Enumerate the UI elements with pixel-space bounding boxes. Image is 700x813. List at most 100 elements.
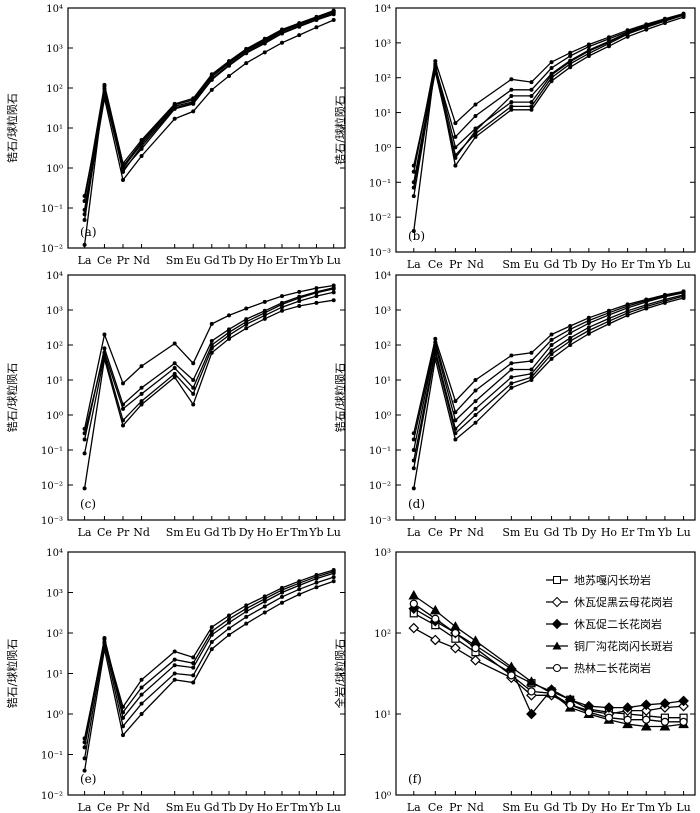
data-point	[681, 294, 686, 299]
x-tick-label: Gd	[204, 526, 220, 539]
data-point	[473, 420, 478, 425]
data-point	[509, 375, 514, 380]
data-point	[606, 310, 611, 315]
y-tick-label: 10⁰	[374, 411, 391, 422]
data-point	[411, 448, 416, 452]
data-point	[529, 87, 534, 92]
y-axis-label: 锆石/球粒陨石	[5, 639, 19, 709]
y-tick-label: 10³	[374, 548, 391, 559]
data-point	[121, 710, 125, 715]
y-tick-label: 10³	[46, 306, 63, 317]
series-line-3	[83, 10, 334, 210]
data-point	[121, 724, 125, 729]
x-tick-label: Nd	[467, 526, 484, 539]
data-point	[473, 399, 478, 404]
data-point	[660, 717, 670, 726]
x-tick-label: Lu	[676, 258, 690, 271]
data-point	[280, 294, 284, 299]
data-point	[568, 50, 573, 55]
x-tick-label: Tm	[637, 526, 655, 539]
data-point	[411, 194, 416, 199]
legend-label: 热林二长花岗岩	[574, 661, 651, 675]
x-tick-label: Nd	[133, 801, 150, 813]
data-point	[297, 299, 302, 304]
chart-panel-5: 10⁻² 10⁻¹ 10⁰ 10¹ 10² 10³ 10⁴ La Ce Pr Nd Sm Eu Gd Tb D…	[5, 548, 346, 813]
panel-label: (f)	[408, 772, 422, 786]
x-tick-label: Dy	[239, 801, 255, 813]
y-tick-label: 10⁻²	[41, 481, 63, 492]
x-tick-label: Eu	[186, 254, 201, 267]
data-point	[172, 671, 177, 676]
data-point	[280, 588, 284, 593]
series-line-6	[413, 295, 684, 469]
x-tick-label: Yb	[308, 801, 323, 813]
data-point	[139, 138, 144, 143]
data-point	[227, 336, 231, 341]
data-point	[314, 286, 319, 291]
data-point	[622, 702, 633, 713]
data-point	[297, 581, 302, 586]
x-tick-label: Pr	[117, 526, 130, 539]
data-point	[191, 680, 196, 685]
data-point	[262, 604, 267, 609]
data-point	[172, 106, 177, 111]
y-axis-label: 全岩/球粒陨石	[333, 639, 347, 709]
data-point	[509, 361, 514, 366]
y-tick-label: 10¹	[374, 109, 391, 120]
data-point	[244, 46, 249, 51]
legend-marker	[551, 618, 563, 630]
x-tick-label: Sm	[502, 526, 521, 539]
data-point	[640, 705, 652, 716]
plot-frame	[67, 274, 346, 521]
data-point	[678, 695, 689, 707]
y-tick-label: 10⁻³	[41, 516, 63, 527]
data-point	[139, 391, 144, 396]
data-point	[121, 381, 125, 386]
data-point	[227, 327, 231, 332]
series-line-4	[413, 12, 684, 172]
series-line-3	[83, 572, 334, 748]
data-point	[102, 92, 107, 97]
data-point	[625, 30, 630, 35]
y-tick-label: 10⁴	[46, 4, 63, 15]
series-line-3	[413, 292, 684, 451]
x-tick-label: Pr	[449, 526, 462, 539]
data-point	[191, 665, 196, 670]
data-point	[433, 69, 438, 74]
data-point	[473, 413, 478, 417]
x-tick-label: Ho	[601, 526, 618, 539]
data-point	[681, 12, 686, 17]
y-tick-label: 10⁻²	[369, 481, 391, 492]
data-point	[331, 8, 336, 13]
series-line-1	[83, 580, 334, 771]
data-point	[586, 318, 591, 323]
x-tick-label: La	[78, 254, 92, 267]
x-tick-label: Gd	[204, 254, 220, 267]
data-point	[509, 353, 514, 358]
x-tick-label: Yb	[657, 258, 672, 271]
x-tick-label: Nd	[467, 801, 484, 813]
data-point	[473, 134, 478, 139]
series-line-5	[413, 13, 684, 166]
data-point	[586, 325, 591, 330]
data-point	[139, 153, 144, 158]
data-point	[433, 65, 438, 70]
data-point	[453, 121, 458, 126]
data-point	[82, 218, 87, 223]
data-point	[509, 107, 514, 112]
data-point	[549, 60, 554, 65]
data-point	[433, 350, 438, 355]
data-point	[121, 733, 125, 738]
data-point	[453, 418, 458, 423]
data-point	[262, 316, 267, 321]
x-tick-label: Tb	[222, 254, 236, 267]
data-point	[473, 113, 478, 118]
data-point	[172, 663, 177, 668]
panel-label: (d)	[408, 497, 425, 511]
data-point	[121, 423, 125, 428]
data-point	[429, 604, 441, 615]
data-point	[411, 169, 416, 174]
y-tick-label: 10⁻¹	[369, 446, 391, 457]
x-tick-label: Pr	[117, 801, 130, 813]
data-point	[262, 610, 267, 615]
